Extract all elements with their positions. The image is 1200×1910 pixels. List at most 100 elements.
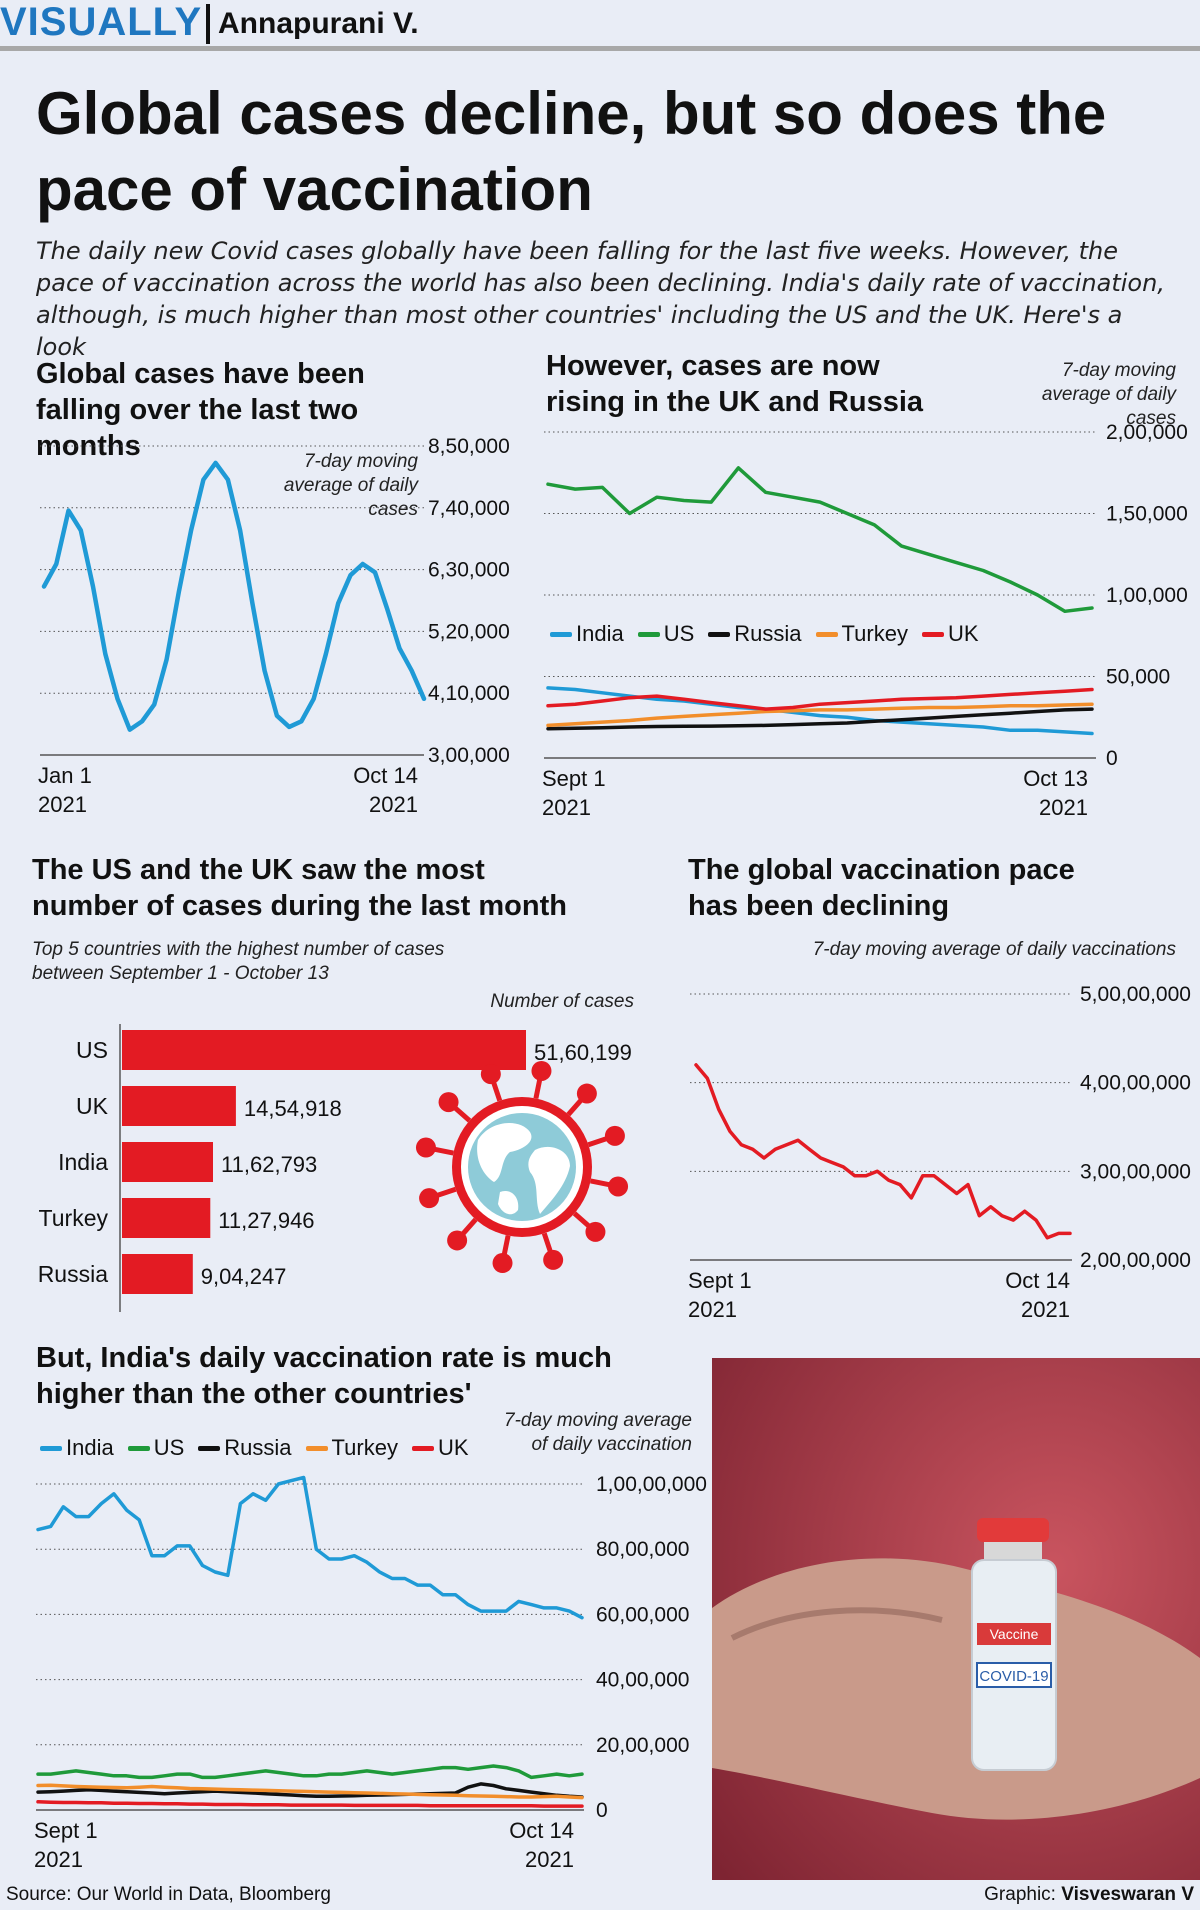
legend-label-india: India xyxy=(576,621,624,646)
virus-spike-tip xyxy=(492,1253,513,1274)
country_cases-y-tick-label: 2,00,000 xyxy=(1106,421,1188,444)
legend2-swatch-uk xyxy=(411,1445,434,1451)
country_vaccination-x-end-year: 2021 xyxy=(525,1847,574,1872)
bar-us xyxy=(122,1030,526,1070)
bar-russia xyxy=(122,1254,193,1294)
country_cases-y-tick-label: 1,00,000 xyxy=(1106,584,1188,607)
country_vaccination-line-india xyxy=(36,1475,584,1620)
legend-swatch-turkey xyxy=(815,631,838,637)
byline: Annapurani V. xyxy=(218,7,419,40)
bar-value-axis-label: Number of cases xyxy=(490,991,634,1012)
global_cases-x-end-year: 2021 xyxy=(369,792,418,817)
bar-india xyxy=(122,1142,213,1182)
country_vaccination-line-us xyxy=(36,1764,584,1780)
virus-spike-tip xyxy=(447,1230,468,1251)
legend2-item-india: India xyxy=(40,1435,114,1461)
header-divider xyxy=(206,4,210,44)
country_cases-line-turkey xyxy=(546,702,1094,728)
virus-spike-tip xyxy=(608,1176,629,1197)
virus-spike-tip xyxy=(438,1092,459,1113)
hand-crease xyxy=(730,1607,943,1641)
bar-category-label: India xyxy=(58,1149,108,1175)
country_vaccination-y-tick-label: 20,00,000 xyxy=(596,1734,689,1757)
country_vaccination-line-russia xyxy=(36,1782,584,1799)
header-rule xyxy=(0,46,1200,51)
country_cases-x-start-label: Sept 1 xyxy=(542,766,606,791)
vial-neck xyxy=(984,1542,1042,1560)
bar-category-label: US xyxy=(76,1037,108,1063)
country_cases-line-us xyxy=(546,466,1094,614)
legend2-label-uk: UK xyxy=(437,1435,469,1460)
bar-value-label: 14,54,918 xyxy=(244,1096,342,1121)
country-vaccination-title: But, India's daily vaccination rate is m… xyxy=(36,1342,612,1410)
country-vaccination-note: 7-day moving average of daily vaccinatio… xyxy=(504,1410,692,1455)
global-vaccination-title: The global vaccination pace has been dec… xyxy=(688,854,1075,922)
legend2-item-russia: Russia xyxy=(198,1435,292,1461)
bar-turkey xyxy=(122,1198,211,1238)
global_cases-x-end-label: Oct 14 xyxy=(353,763,418,788)
legend2-label-russia: Russia xyxy=(224,1435,292,1460)
global-vaccination-note: 7-day moving average of daily vaccinatio… xyxy=(812,939,1176,960)
global_vaccination-line-series xyxy=(694,1063,1072,1240)
global_cases-y-tick-label: 7,40,000 xyxy=(428,497,510,520)
country_cases-x-end-year: 2021 xyxy=(1039,795,1088,820)
country_vaccination-y-tick-label: 60,00,000 xyxy=(596,1603,689,1626)
country_vaccination-line-turkey xyxy=(36,1783,584,1800)
virus-spike-tip xyxy=(415,1137,436,1158)
legend2-label-us: US xyxy=(153,1435,185,1460)
country_vaccination-y-tick-label: 0 xyxy=(596,1799,608,1822)
credit-label: Graphic: xyxy=(984,1884,1062,1905)
country_vaccination-x-start-label: Sept 1 xyxy=(34,1818,98,1843)
bar-value-label: 51,60,199 xyxy=(534,1040,632,1065)
legend-swatch-india xyxy=(550,631,572,637)
globe-continent xyxy=(477,1122,532,1182)
legend2-item-turkey: Turkey xyxy=(305,1435,398,1461)
legend2-label-india: India xyxy=(66,1435,114,1460)
vial-label-text-vaccine: Vaccine xyxy=(990,1626,1039,1642)
country_cases-line-russia xyxy=(546,707,1094,731)
virus-spike-tip xyxy=(576,1083,597,1104)
global_cases-y-tick-label: 6,30,000 xyxy=(428,559,510,582)
country-cases-title: However, cases are now rising in the UK … xyxy=(546,350,924,418)
country-cases-legend: India US Russia Turkey UK xyxy=(550,621,979,647)
global_cases-y-tick-label: 5,20,000 xyxy=(428,620,510,643)
legend2-swatch-russia xyxy=(198,1445,221,1451)
top5-bar-title: The US and the UK saw the most number of… xyxy=(32,854,567,922)
global_cases-y-tick-label: 8,50,000 xyxy=(428,435,510,458)
photo-illustration: Vaccine COVID-19 xyxy=(712,1358,1200,1880)
globe-continent xyxy=(528,1146,570,1214)
global_cases-y-tick-label: 3,00,000 xyxy=(428,744,510,767)
legend2-swatch-turkey xyxy=(305,1445,328,1451)
source-note: Source: Our World in Data, Bloomberg xyxy=(6,1884,331,1905)
country_vaccination-x-start-year: 2021 xyxy=(34,1847,83,1872)
bar-value-label: 11,62,793 xyxy=(221,1152,317,1177)
top5-bar-note: Top 5 countries with the highest number … xyxy=(32,939,445,984)
global_vaccination-x-start-year: 2021 xyxy=(688,1297,737,1322)
legend-item-india: India xyxy=(550,621,624,647)
country_vaccination-y-tick-label: 1,00,00,000 xyxy=(596,1473,707,1496)
vial-label-blue xyxy=(976,1662,1052,1688)
globe-continent xyxy=(498,1190,519,1215)
global_cases-x-start-label: Jan 1 xyxy=(38,763,92,788)
legend2-label-turkey: Turkey xyxy=(331,1435,398,1460)
country_cases-x-end-label: Oct 13 xyxy=(1023,766,1088,791)
subheadline: The daily new Covid cases globally have … xyxy=(36,237,1165,361)
country_vaccination-line-uk xyxy=(36,1800,584,1808)
global_cases-x-start-year: 2021 xyxy=(38,792,87,817)
legend-label-turkey: Turkey xyxy=(841,621,908,646)
bar-category-label: Russia xyxy=(38,1261,109,1287)
bar-value-label: 11,27,946 xyxy=(218,1208,314,1233)
hand-shape xyxy=(712,1558,1200,1820)
virus-spike-tip xyxy=(585,1221,606,1242)
legend2-item-us: US xyxy=(127,1435,185,1461)
legend-label-us: US xyxy=(663,621,695,646)
global_vaccination-x-end-year: 2021 xyxy=(1021,1297,1070,1322)
virus-spike-tip xyxy=(480,1064,501,1085)
country-cases-note: 7-day moving average of daily cases xyxy=(1041,360,1176,429)
legend2-swatch-us xyxy=(127,1445,150,1451)
legend-item-russia: Russia xyxy=(708,621,802,647)
country_cases-y-tick-label: 1,50,000 xyxy=(1106,503,1188,526)
legend2-item-uk: UK xyxy=(411,1435,469,1461)
